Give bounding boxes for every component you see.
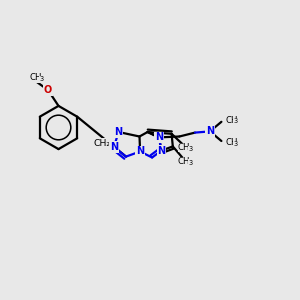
- Text: CH₂: CH₂: [93, 139, 110, 148]
- Text: 3: 3: [233, 141, 238, 147]
- Text: O: O: [44, 85, 52, 95]
- Text: methoxy: methoxy: [32, 75, 39, 76]
- Text: N: N: [136, 146, 144, 157]
- Text: CH: CH: [178, 143, 190, 152]
- Text: N: N: [155, 132, 163, 142]
- Text: methoxy: methoxy: [34, 74, 40, 76]
- Text: N: N: [110, 142, 118, 152]
- Text: CH: CH: [226, 116, 239, 125]
- Text: CH: CH: [29, 74, 42, 82]
- Text: N: N: [206, 126, 214, 136]
- Text: N: N: [114, 127, 123, 137]
- Text: 3: 3: [233, 118, 238, 124]
- Text: CH: CH: [178, 157, 190, 166]
- Text: 3: 3: [188, 146, 192, 152]
- Text: N: N: [136, 146, 144, 157]
- Text: 3: 3: [39, 76, 44, 82]
- Text: 3: 3: [188, 160, 192, 166]
- Text: CH: CH: [226, 138, 239, 147]
- Text: N: N: [157, 146, 166, 156]
